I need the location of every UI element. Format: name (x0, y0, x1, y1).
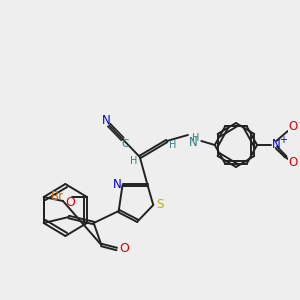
Text: S: S (156, 199, 164, 212)
Text: N: N (189, 136, 198, 148)
Text: O: O (66, 196, 76, 209)
Text: O: O (119, 242, 129, 256)
Text: -: - (298, 117, 300, 127)
Text: Br: Br (51, 190, 64, 203)
Text: H: H (169, 140, 176, 150)
Text: C: C (122, 139, 129, 149)
Text: +: + (279, 135, 287, 145)
Text: H: H (192, 133, 199, 143)
Text: N: N (113, 178, 122, 190)
Text: N: N (102, 113, 111, 127)
Text: H: H (130, 156, 138, 166)
Text: N: N (272, 139, 281, 152)
Text: O: O (288, 121, 297, 134)
Text: O: O (288, 157, 297, 169)
